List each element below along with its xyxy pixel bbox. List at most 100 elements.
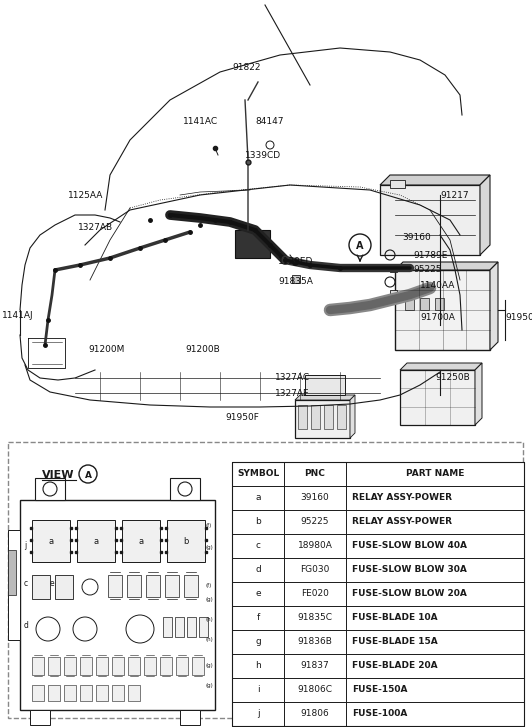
Text: 84147: 84147	[255, 118, 284, 126]
Text: FUSE-SLOW BLOW 40A: FUSE-SLOW BLOW 40A	[352, 542, 467, 550]
Text: 1339CD: 1339CD	[245, 150, 281, 159]
Text: (g): (g)	[205, 662, 213, 667]
Text: j: j	[256, 710, 259, 718]
Text: FUSE-100A: FUSE-100A	[352, 710, 408, 718]
Bar	[160, 657, 172, 675]
Text: d: d	[24, 622, 29, 630]
Bar	[128, 685, 140, 701]
Bar	[122, 520, 160, 562]
Bar	[112, 685, 124, 701]
Bar	[127, 575, 141, 597]
Bar	[80, 657, 92, 675]
Text: FUSE-BLADE 10A: FUSE-BLADE 10A	[352, 614, 438, 622]
Bar	[165, 575, 179, 597]
Text: e: e	[50, 579, 55, 588]
Polygon shape	[480, 175, 490, 255]
Bar	[176, 657, 188, 675]
Bar	[128, 657, 140, 675]
Text: (g): (g)	[205, 683, 213, 688]
Bar	[311, 405, 320, 429]
Text: a: a	[255, 494, 261, 502]
Bar	[390, 290, 397, 297]
Bar	[144, 657, 156, 675]
Bar	[390, 180, 405, 188]
Text: (g): (g)	[205, 545, 213, 550]
Bar	[108, 575, 122, 597]
Polygon shape	[490, 262, 498, 350]
Text: 1129ED: 1129ED	[278, 257, 313, 267]
Bar	[77, 520, 115, 562]
Text: VIEW: VIEW	[42, 470, 74, 480]
Text: A: A	[85, 470, 92, 480]
Text: FUSE-SLOW BLOW 30A: FUSE-SLOW BLOW 30A	[352, 566, 467, 574]
Bar	[400, 370, 475, 425]
Text: 39160: 39160	[301, 494, 329, 502]
Text: FE020: FE020	[301, 590, 329, 598]
Text: 91950D: 91950D	[505, 313, 532, 323]
Text: PART NAME: PART NAME	[406, 470, 464, 478]
Bar	[184, 575, 198, 597]
Bar	[192, 657, 204, 675]
Bar	[80, 685, 92, 701]
Bar	[292, 275, 300, 283]
Text: 91700A: 91700A	[420, 313, 455, 323]
Bar	[235, 230, 270, 258]
Text: (f): (f)	[205, 582, 211, 587]
Polygon shape	[400, 363, 482, 370]
Text: 91950F: 91950F	[225, 414, 259, 422]
Text: a: a	[94, 537, 98, 545]
Text: (f): (f)	[205, 523, 211, 529]
Polygon shape	[475, 363, 482, 425]
Text: (h): (h)	[205, 638, 213, 643]
Polygon shape	[395, 262, 498, 270]
Bar	[96, 685, 108, 701]
Text: e: e	[255, 590, 261, 598]
Bar	[112, 657, 124, 675]
Text: 91806: 91806	[301, 710, 329, 718]
Bar	[146, 575, 160, 597]
Text: 95225: 95225	[413, 265, 442, 275]
Text: 91835C: 91835C	[297, 614, 332, 622]
Text: SYMBOL: SYMBOL	[237, 470, 279, 478]
Bar	[295, 400, 350, 438]
Text: a: a	[138, 537, 144, 545]
Bar	[32, 685, 44, 701]
Bar	[170, 478, 200, 500]
Text: A: A	[356, 241, 364, 251]
Bar	[64, 657, 76, 675]
Text: (h): (h)	[205, 617, 213, 622]
Text: i: i	[256, 686, 259, 694]
Bar	[32, 657, 44, 675]
Text: 91837: 91837	[301, 662, 329, 670]
Text: RELAY ASSY-POWER: RELAY ASSY-POWER	[352, 494, 452, 502]
Text: FUSE-150A: FUSE-150A	[352, 686, 408, 694]
Bar	[305, 375, 345, 395]
Text: 91835A: 91835A	[278, 278, 313, 286]
Polygon shape	[295, 395, 355, 400]
Text: 91836B: 91836B	[297, 638, 332, 646]
Bar	[48, 685, 60, 701]
Text: FUSE-BLADE 15A: FUSE-BLADE 15A	[352, 638, 438, 646]
Bar	[8, 442, 523, 718]
Text: 39160: 39160	[402, 233, 431, 243]
Text: 1140AA: 1140AA	[420, 281, 455, 289]
Polygon shape	[350, 395, 355, 438]
Text: 1125AA: 1125AA	[68, 190, 103, 199]
Bar	[163, 617, 172, 637]
Text: 1141AC: 1141AC	[183, 118, 218, 126]
Bar	[55, 575, 73, 599]
Text: RELAY ASSY-POWER: RELAY ASSY-POWER	[352, 518, 452, 526]
Bar	[35, 478, 65, 500]
Bar	[298, 405, 307, 429]
Bar	[32, 575, 50, 599]
Polygon shape	[380, 175, 490, 185]
Bar	[20, 500, 215, 710]
Text: (g): (g)	[205, 598, 213, 603]
Polygon shape	[8, 550, 16, 595]
Text: 91200M: 91200M	[88, 345, 124, 355]
Text: h: h	[255, 662, 261, 670]
Text: j: j	[24, 540, 26, 550]
Text: g: g	[255, 638, 261, 646]
Text: 1141AJ: 1141AJ	[2, 310, 34, 319]
Bar	[180, 710, 200, 725]
